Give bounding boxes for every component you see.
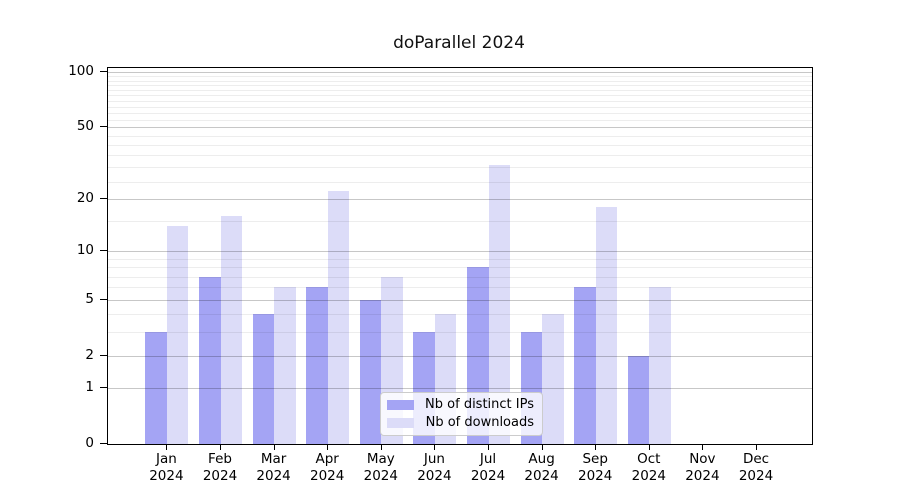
bar — [649, 287, 671, 444]
legend-item-distinct-ips: Nb of distinct IPs — [387, 397, 534, 413]
x-tick — [220, 444, 221, 450]
x-tick-label: Jan 2024 — [149, 451, 184, 484]
bar — [359, 299, 382, 444]
y-tick-label: 20 — [76, 189, 94, 206]
x-tick-label: Dec 2024 — [738, 451, 774, 484]
bar — [595, 206, 618, 444]
bar — [145, 332, 167, 444]
x-tick — [541, 444, 543, 450]
x-tick — [166, 444, 168, 450]
legend-label-downloads: Nb of downloads — [425, 415, 534, 430]
bar — [488, 164, 510, 444]
chart-title: doParallel 2024 — [393, 33, 525, 53]
bars-layer — [108, 68, 812, 444]
x-tick-label: Aug 2024 — [524, 451, 559, 484]
y-tick-label: 1 — [85, 379, 94, 396]
y-tick-label: 50 — [76, 118, 94, 135]
x-tick — [273, 444, 275, 450]
bar — [306, 287, 328, 444]
y-tick — [100, 354, 107, 356]
y-tick — [100, 249, 107, 251]
bar — [627, 355, 650, 444]
y-tick — [100, 197, 107, 199]
x-tick-label: Oct 2024 — [631, 451, 666, 484]
legend-label-distinct-ips: Nb of distinct IPs — [425, 397, 534, 412]
x-tick — [756, 444, 757, 450]
legend-swatch-distinct-ips — [387, 400, 414, 410]
y-tick-label: 10 — [76, 241, 94, 258]
y-tick — [100, 126, 107, 128]
x-tick-label: Jun 2024 — [417, 451, 452, 484]
y-tick — [100, 298, 107, 300]
y-tick — [100, 71, 107, 73]
bar — [274, 287, 296, 444]
bar — [166, 225, 189, 444]
x-tick — [434, 444, 436, 450]
legend-item-downloads: Nb of downloads — [387, 415, 534, 431]
x-tick-label: Nov 2024 — [685, 451, 720, 484]
x-tick — [380, 444, 382, 450]
bar — [542, 314, 564, 444]
y-tick-label: 0 — [85, 435, 94, 451]
plot-area — [107, 67, 813, 445]
x-tick — [702, 444, 704, 450]
bar — [199, 276, 221, 444]
x-tick — [488, 444, 489, 450]
x-tick-label: Jul 2024 — [470, 451, 506, 484]
bar — [220, 215, 242, 444]
y-tick — [100, 443, 107, 444]
x-tick-label: May 2024 — [363, 451, 398, 484]
x-tick-label: Apr 2024 — [310, 451, 345, 484]
bar — [252, 314, 275, 444]
bar — [574, 287, 596, 444]
y-tick-label: 2 — [85, 346, 94, 363]
legend: Nb of distinct IPs Nb of downloads — [380, 392, 543, 436]
y-tick-label: 100 — [68, 63, 94, 80]
x-tick — [327, 444, 329, 450]
x-tick — [595, 444, 597, 450]
y-tick-label: 5 — [85, 290, 94, 307]
y-tick — [100, 387, 107, 389]
x-tick — [648, 444, 650, 450]
x-tick-label: Feb 2024 — [202, 451, 238, 484]
legend-swatch-downloads — [387, 418, 414, 428]
x-tick-label: Sep 2024 — [578, 451, 613, 484]
bar — [327, 191, 350, 444]
x-tick-label: Mar 2024 — [256, 451, 291, 484]
